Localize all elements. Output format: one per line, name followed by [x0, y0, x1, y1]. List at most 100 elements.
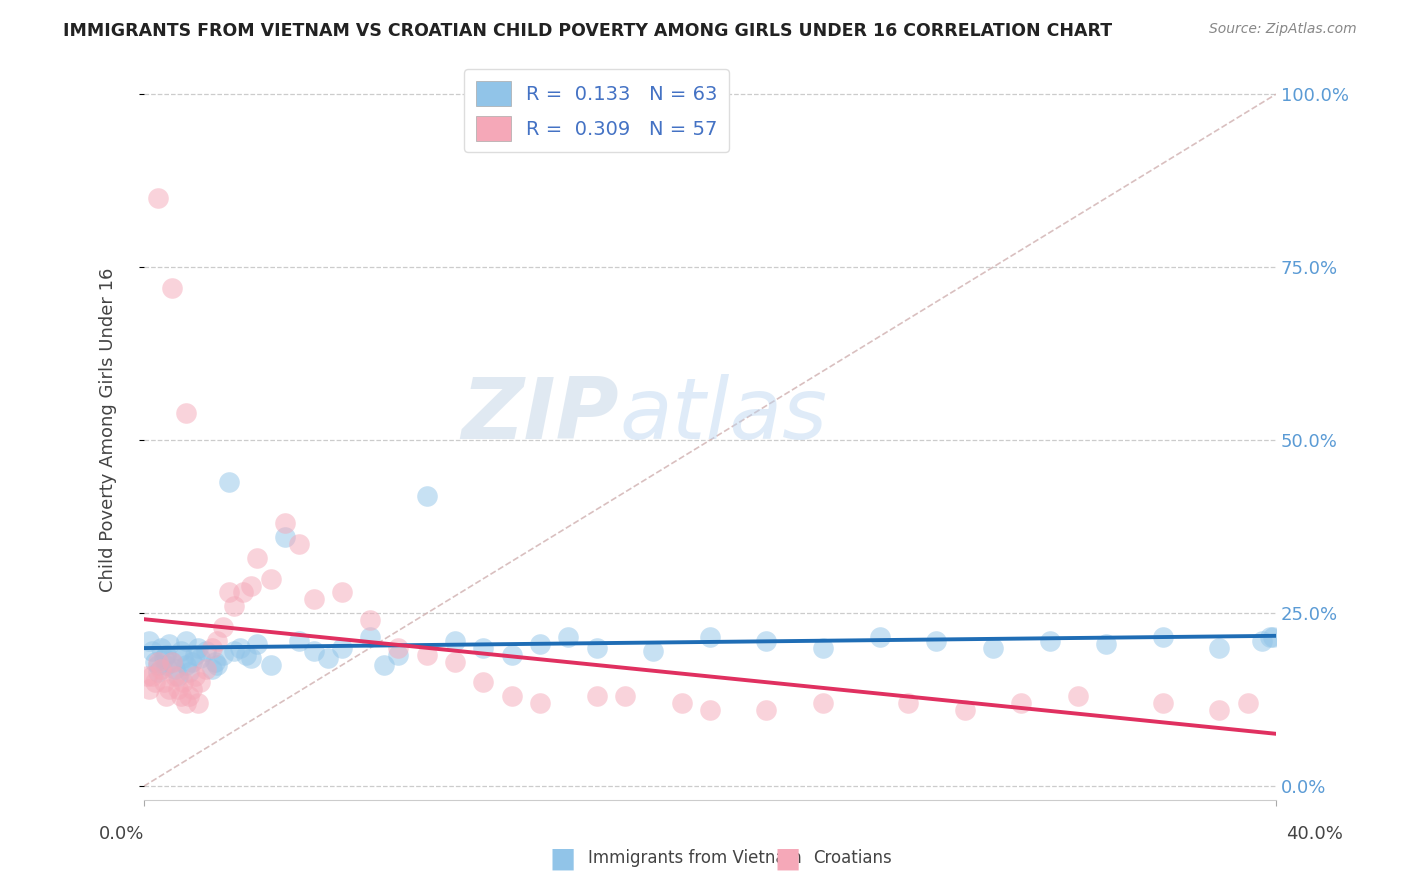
Point [387, 648, 409, 662]
Point [146, 658, 169, 673]
Y-axis label: Child Poverty Among Girls Under 16: Child Poverty Among Girls Under 16 [100, 268, 117, 592]
Point [755, 634, 778, 648]
Point [172, 675, 194, 690]
Point [1067, 690, 1090, 704]
Point [155, 658, 177, 673]
Point [190, 675, 212, 690]
Point [585, 640, 607, 655]
Point [529, 637, 551, 651]
Point [186, 640, 208, 655]
Point [146, 191, 169, 205]
Point [201, 662, 224, 676]
Point [155, 690, 177, 704]
Point [246, 550, 269, 565]
Point [169, 644, 191, 658]
Point [224, 599, 246, 614]
Point [174, 634, 197, 648]
Point [195, 662, 218, 676]
Point [212, 620, 235, 634]
Point [172, 651, 194, 665]
Point [174, 696, 197, 710]
Point [1261, 631, 1284, 645]
Point [274, 530, 297, 544]
Point [1010, 696, 1032, 710]
Point [166, 682, 188, 697]
Point [444, 634, 467, 648]
Point [1038, 634, 1060, 648]
Text: ■: ■ [775, 844, 800, 872]
Point [359, 613, 381, 627]
Point [260, 572, 283, 586]
Point [177, 690, 200, 704]
Point [1236, 696, 1258, 710]
Point [472, 675, 495, 690]
Point [143, 675, 166, 690]
Point [643, 644, 665, 658]
Point [232, 585, 254, 599]
Point [472, 640, 495, 655]
Point [869, 631, 891, 645]
Point [183, 668, 205, 682]
Text: 0.0%: 0.0% [98, 825, 143, 843]
Point [274, 516, 297, 531]
Point [235, 648, 257, 662]
Point [207, 634, 229, 648]
Point [240, 578, 263, 592]
Point [302, 644, 325, 658]
Point [143, 655, 166, 669]
Point [174, 405, 197, 419]
Point [224, 644, 246, 658]
Point [1152, 696, 1174, 710]
Point [160, 655, 183, 669]
Text: ■: ■ [550, 844, 575, 872]
Point [444, 655, 467, 669]
Point [155, 648, 177, 662]
Point [240, 651, 263, 665]
Point [671, 696, 693, 710]
Point [288, 537, 311, 551]
Text: Source: ZipAtlas.com: Source: ZipAtlas.com [1209, 22, 1357, 37]
Point [897, 696, 920, 710]
Point [925, 634, 948, 648]
Point [1208, 703, 1230, 717]
Point [190, 651, 212, 665]
Text: 40.0%: 40.0% [1286, 825, 1343, 843]
Point [501, 648, 523, 662]
Point [416, 648, 439, 662]
Text: ZIP: ZIP [461, 374, 619, 457]
Point [163, 668, 186, 682]
Point [195, 644, 218, 658]
Point [1095, 637, 1118, 651]
Point [152, 675, 174, 690]
Point [246, 637, 269, 651]
Point [166, 668, 188, 682]
Point [163, 662, 186, 676]
Point [149, 662, 172, 676]
Point [755, 703, 778, 717]
Point [183, 648, 205, 662]
Point [330, 585, 353, 599]
Text: Croatians: Croatians [813, 849, 891, 867]
Point [152, 651, 174, 665]
Text: Immigrants from Vietnam: Immigrants from Vietnam [588, 849, 801, 867]
Point [160, 281, 183, 295]
Point [1208, 640, 1230, 655]
Point [373, 658, 395, 673]
Point [160, 655, 183, 669]
Point [146, 655, 169, 669]
Point [387, 640, 409, 655]
Point [981, 640, 1004, 655]
Text: IMMIGRANTS FROM VIETNAM VS CROATIAN CHILD POVERTY AMONG GIRLS UNDER 16 CORRELATI: IMMIGRANTS FROM VIETNAM VS CROATIAN CHIL… [63, 22, 1112, 40]
Point [316, 651, 339, 665]
Point [174, 658, 197, 673]
Point [204, 655, 226, 669]
Point [180, 655, 202, 669]
Point [811, 696, 834, 710]
Point [138, 682, 160, 697]
Point [141, 668, 163, 682]
Point [146, 665, 169, 679]
Point [212, 648, 235, 662]
Point [585, 690, 607, 704]
Point [529, 696, 551, 710]
Point [811, 640, 834, 655]
